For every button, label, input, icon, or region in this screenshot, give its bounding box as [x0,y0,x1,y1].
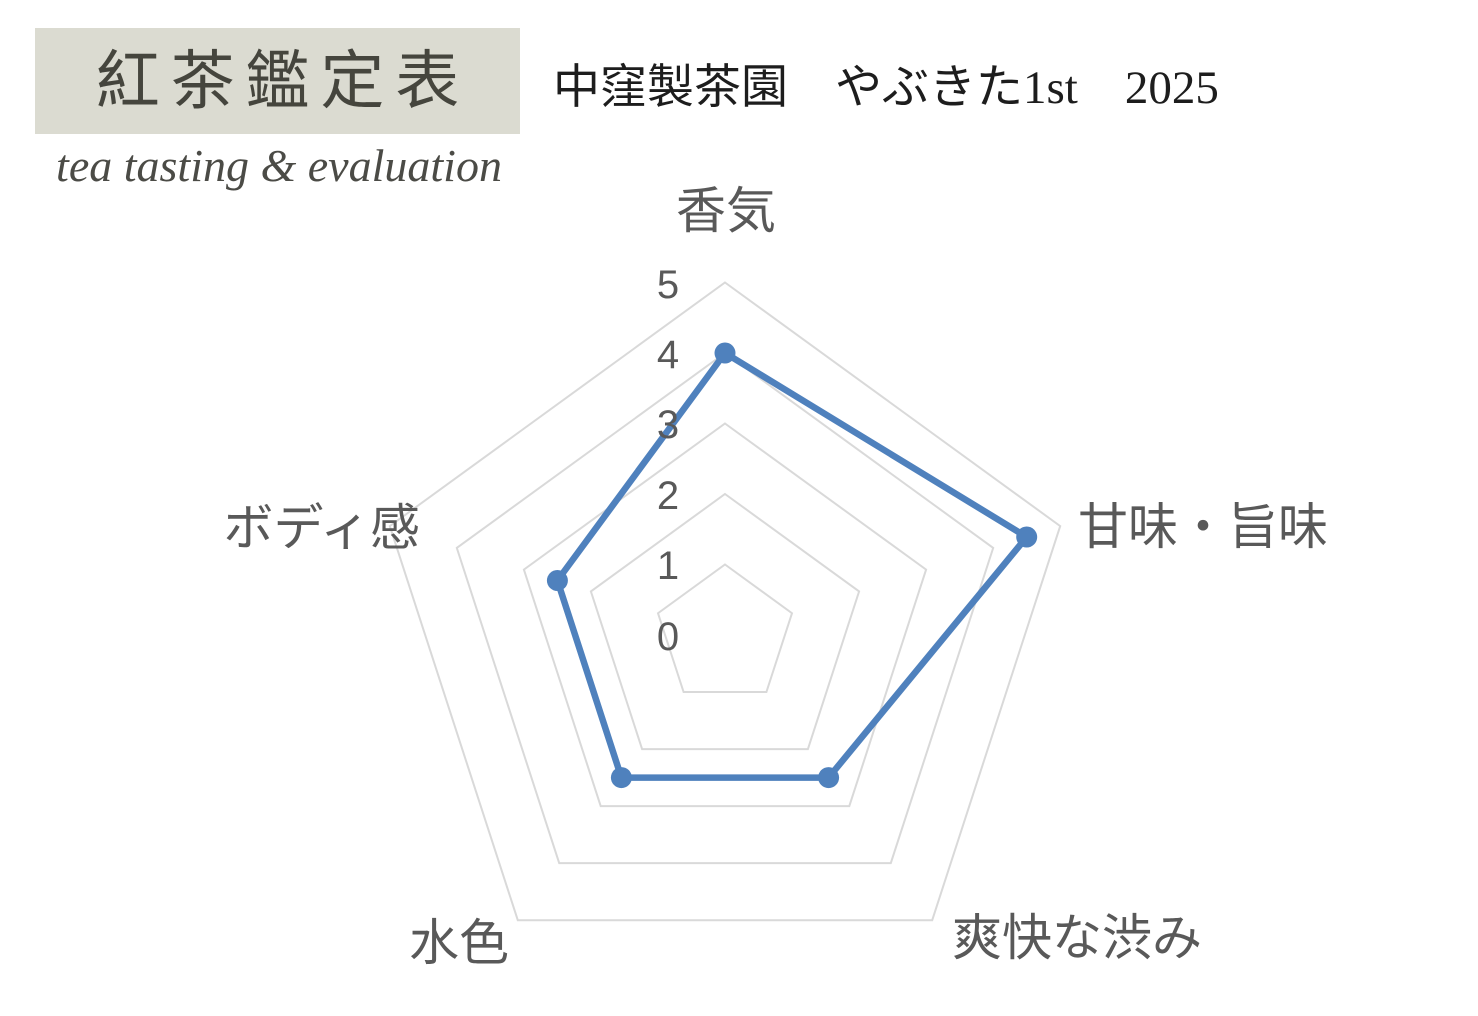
tick-label-1: 1 [656,544,680,588]
logo-title: 紅茶鑑定表 [95,45,471,117]
sample-title: 中窪製茶園 やぶきた1st 2025 [553,62,1219,114]
axis-label-sweet-umami: 甘味・旨味 [1078,499,1328,555]
data-point-2 [818,767,840,789]
tick-label-4: 4 [656,333,680,377]
grid-ring-5 [388,281,1062,922]
axis-label-body: ボディ感 [223,500,421,556]
data-point-0 [714,342,736,364]
axis-label-aroma: 香気 [676,183,776,239]
tick-label-3: 3 [656,403,680,447]
axis-label-astringency: 爽快な渋み [952,910,1202,966]
grid-ring-2 [589,492,861,751]
grid-ring-4 [455,351,995,865]
grid-ring-3 [522,422,928,808]
grid-ring-1 [656,563,794,693]
tick-label-0: 0 [656,615,680,659]
tick-label-5: 5 [656,263,680,307]
data-point-3 [610,767,632,789]
logo-box: 紅茶鑑定表 [35,28,520,134]
logo-subtitle: tea tasting & evaluation [56,140,502,191]
tick-label-2: 2 [656,474,680,518]
data-polygon [554,349,1030,781]
data-point-1 [1016,526,1038,548]
data-point-4 [546,570,568,591]
axis-label-liquor-color: 水色 [409,915,509,971]
